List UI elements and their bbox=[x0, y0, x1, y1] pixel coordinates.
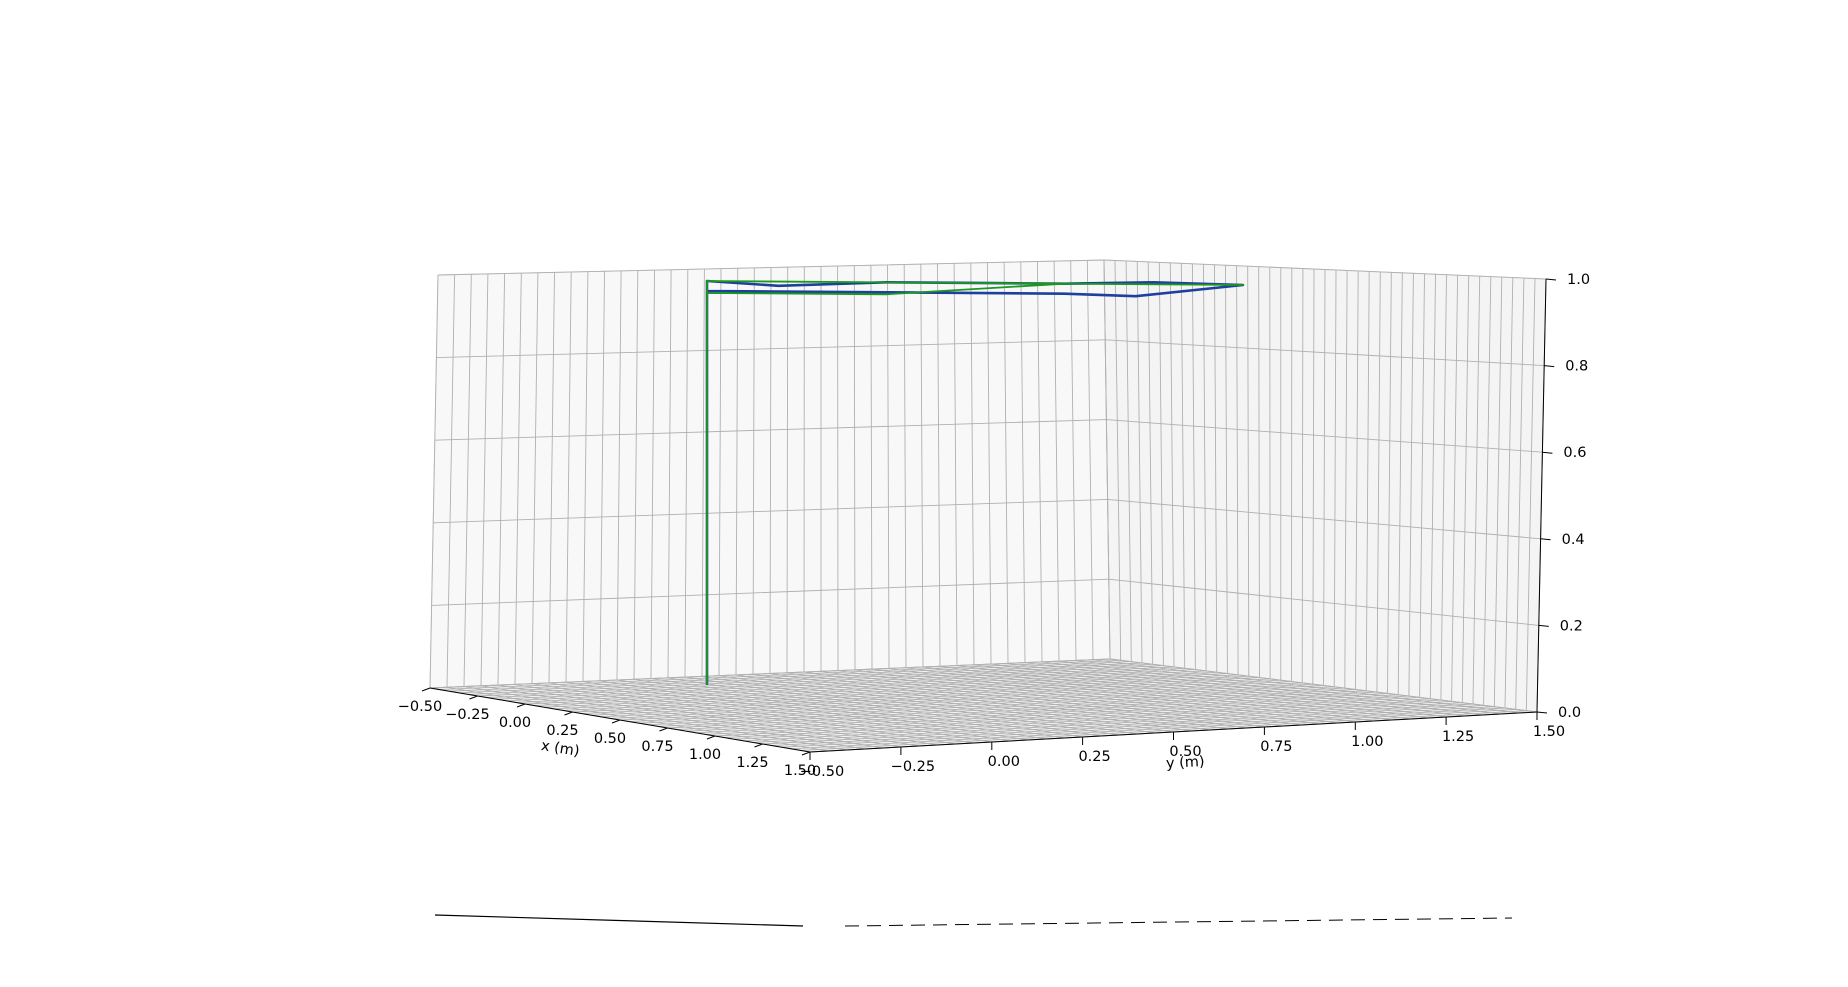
x-tick-label: 0.50 bbox=[594, 731, 626, 747]
z-tick bbox=[1541, 539, 1551, 540]
z-tick-label: 0.6 bbox=[1563, 445, 1586, 461]
bottom-solid-line bbox=[435, 915, 803, 926]
x-axis-label: x (m) bbox=[540, 738, 581, 760]
bottom-fragment bbox=[435, 915, 1512, 926]
x-tick-label: −0.50 bbox=[398, 699, 442, 715]
z-tick bbox=[1546, 279, 1556, 280]
x-tick-label: 1.25 bbox=[736, 755, 768, 771]
bottom-dashed-line bbox=[845, 918, 1512, 926]
y-tick-label: −0.50 bbox=[800, 764, 844, 780]
y-tick-label: 1.50 bbox=[1533, 724, 1565, 740]
z-tick-label: 1.0 bbox=[1567, 272, 1590, 288]
z-tick-label: 0.0 bbox=[1558, 705, 1581, 721]
x-tick bbox=[802, 752, 810, 755]
x-tick-label: 0.25 bbox=[546, 723, 578, 739]
z-tick bbox=[1537, 712, 1547, 713]
y-axis-label: y (m) bbox=[1166, 754, 1205, 772]
x-tick bbox=[707, 736, 715, 739]
x-tick-label: 0.75 bbox=[641, 739, 673, 755]
z-tick bbox=[1544, 366, 1554, 367]
z-tick-label: 0.2 bbox=[1560, 618, 1583, 634]
z-tick-label: 0.8 bbox=[1565, 359, 1588, 375]
x-tick bbox=[517, 704, 525, 707]
y-tick-label: 1.00 bbox=[1351, 734, 1383, 750]
y-tick-label: −0.25 bbox=[891, 759, 935, 775]
x-tick bbox=[565, 712, 573, 715]
x-tick bbox=[660, 728, 668, 731]
x-tick-label: 1.00 bbox=[689, 747, 721, 763]
x-tick bbox=[470, 696, 478, 699]
y-tick-label: 1.25 bbox=[1442, 729, 1474, 745]
x-tick-label: −0.25 bbox=[445, 707, 489, 723]
z-tick-label: 0.4 bbox=[1562, 532, 1585, 548]
y-tick-label: 0.00 bbox=[988, 754, 1020, 770]
x-tick bbox=[755, 744, 763, 747]
x-tick bbox=[422, 688, 430, 691]
z-tick bbox=[1539, 625, 1549, 626]
y-tick-label: 0.75 bbox=[1260, 739, 1292, 755]
x-tick-label: 0.00 bbox=[499, 715, 531, 731]
y-tick-label: 0.25 bbox=[1078, 749, 1110, 765]
x-tick bbox=[612, 720, 620, 723]
z-tick bbox=[1542, 452, 1552, 453]
